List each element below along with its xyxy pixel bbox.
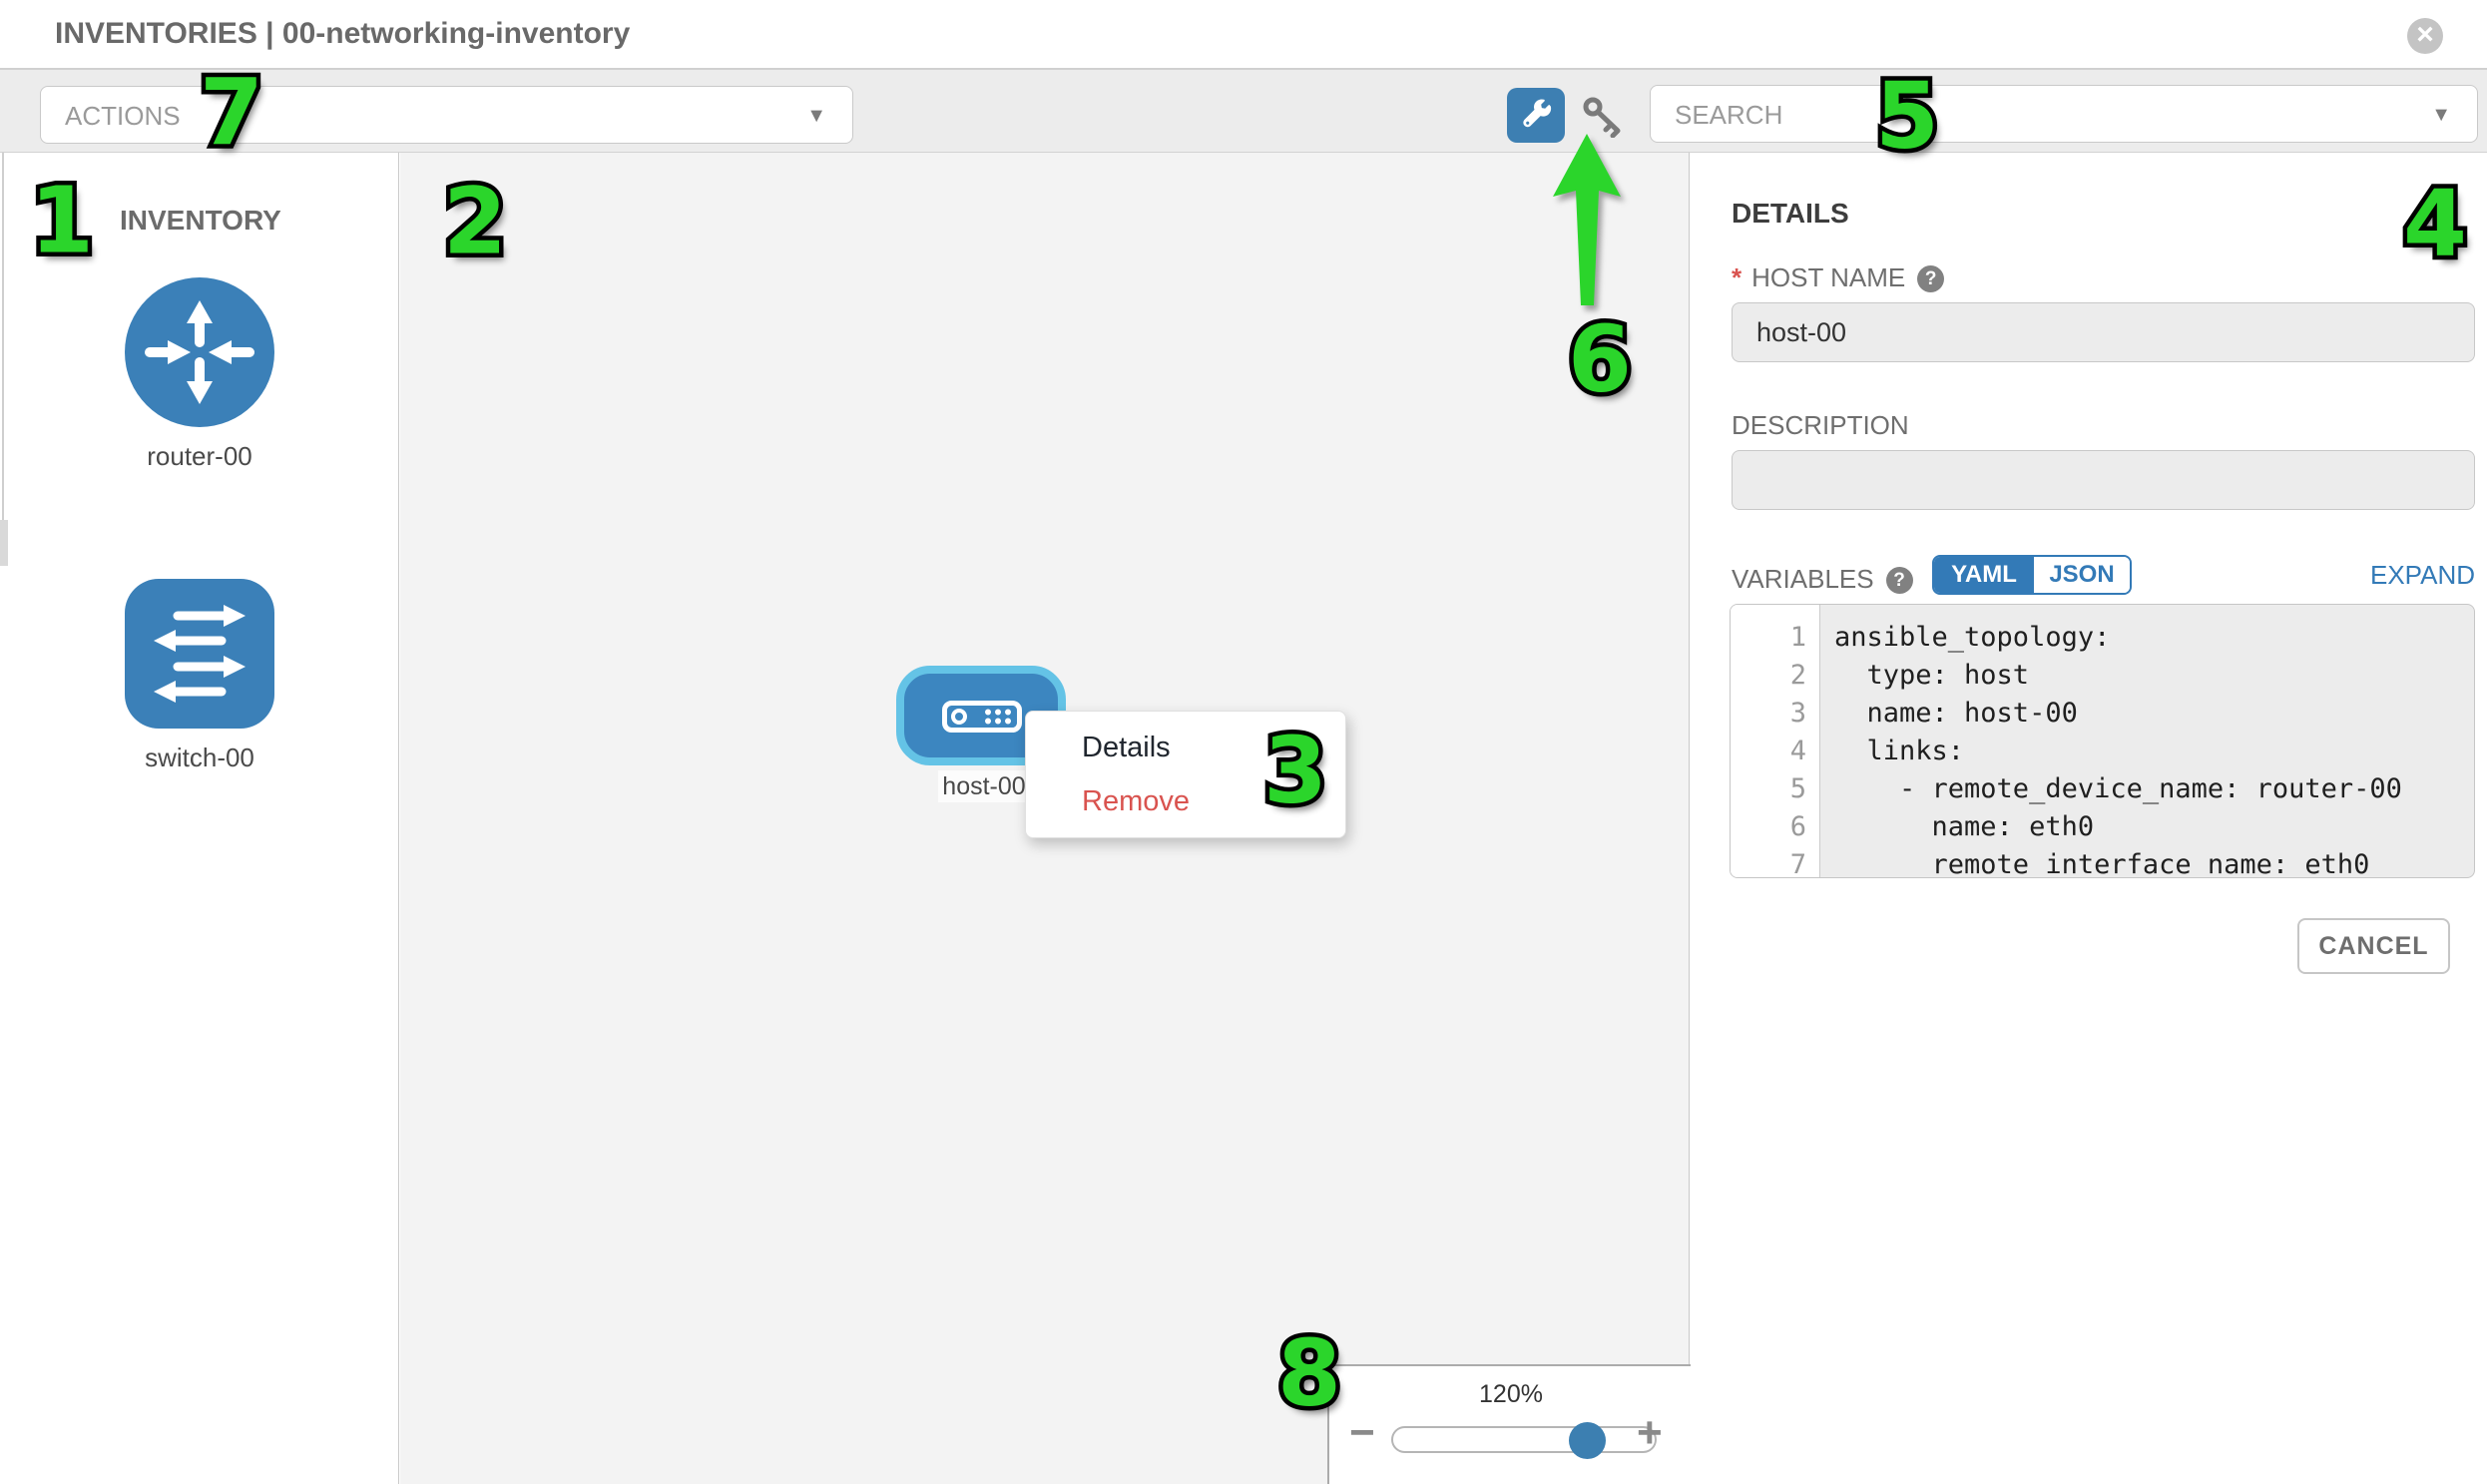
menu-item-details[interactable]: Details [1082,732,1171,763]
toggle-yaml[interactable]: YAML [1934,557,2034,593]
toolbar: ACTIONS ▼ SEARCH ▼ [0,70,2487,153]
actions-dropdown[interactable]: ACTIONS ▼ [40,86,853,144]
details-panel-title: DETAILS [1732,198,1849,229]
zoom-out-minus-icon[interactable]: − [1349,1408,1375,1457]
zoom-slider-thumb[interactable] [1569,1422,1606,1459]
variables-label: VARIABLES [1732,564,1874,594]
editor-gutter [1731,605,1820,877]
host-name-label-row: * HOST NAME? [1732,262,1945,293]
palette-item-label: router-00 [147,441,252,471]
search-dropdown[interactable]: SEARCH ▼ [1650,85,2478,143]
chevron-down-icon: ▼ [2431,104,2451,126]
host-name-input[interactable] [1732,302,2475,362]
required-asterisk: * [1732,262,1742,292]
host-node[interactable] [896,666,1066,765]
chevron-down-icon: ▼ [806,105,826,127]
editor-line: 6 name: eth0 [1789,811,2095,842]
editor-line: 2 type: host [1789,660,2030,691]
sidebar-title: INVENTORY [120,205,281,236]
host-name-label: HOST NAME [1751,262,1906,292]
actions-dropdown-label: ACTIONS [65,101,181,131]
node-context-menu: Details Remove [1025,711,1346,838]
key-icon [1581,97,1625,142]
search-dropdown-label: SEARCH [1675,100,1783,130]
menu-item-remove[interactable]: Remove [1082,785,1190,817]
editor-rows: 1 ansible_topology: 2 type: host 3 name: … [1731,619,2474,878]
zoom-slider[interactable] [1391,1422,1657,1459]
variables-code-editor[interactable]: 1 ansible_topology: 2 type: host 3 name: … [1730,604,2475,878]
tools-button[interactable] [1507,88,1565,143]
host-node-label: host-00 [938,770,1030,802]
details-panel: DETAILS * HOST NAME? DESCRIPTION VARIABLE… [1691,153,2487,1484]
help-icon[interactable]: ? [1885,567,1913,594]
expand-link[interactable]: EXPAND [2370,560,2475,590]
close-icon[interactable]: × [2407,18,2443,54]
editor-line: 7 remote_interface_name: eth0 [1789,849,2370,878]
title-bar: INVENTORIES | 00-networking-inventory × [0,0,2487,70]
help-icon[interactable]: ? [1917,265,1945,292]
editor-line: 1 ansible_topology: [1789,622,2111,653]
palette-item-label: switch-00 [145,742,254,772]
palette-item-router[interactable]: router-00 [0,276,399,472]
switch-icon [124,578,275,735]
collapsed-panel-edge-handle [0,520,8,566]
variables-label-row: VARIABLES? [1732,564,1913,595]
zoom-level-value: 120% [1479,1380,1543,1408]
variables-format-toggle: YAML JSON [1932,555,2132,595]
palette-item-switch[interactable]: switch-00 [0,578,399,773]
zoom-control: 120% − + [1327,1364,1691,1484]
editor-line: 5 - remote_device_name: router-00 [1789,773,2402,804]
description-label: DESCRIPTION [1732,410,1909,440]
topology-canvas[interactable]: host-00 Details Remove 120% − + [400,153,1691,1484]
cancel-button[interactable]: CANCEL [2297,918,2450,974]
inventory-sidebar: INVENTORY router-00 [0,153,399,1484]
editor-line: 4 links: [1789,736,1965,766]
zoom-in-plus-icon[interactable]: + [1637,1408,1663,1457]
collapsed-panel-edge [0,153,4,520]
page-title: INVENTORIES | 00-networking-inventory [55,17,631,50]
key-button[interactable] [1581,96,1625,139]
editor-line: 3 name: host-00 [1789,698,2078,729]
description-input[interactable] [1732,450,2475,510]
router-icon [124,276,275,433]
toggle-json[interactable]: JSON [2034,557,2130,593]
